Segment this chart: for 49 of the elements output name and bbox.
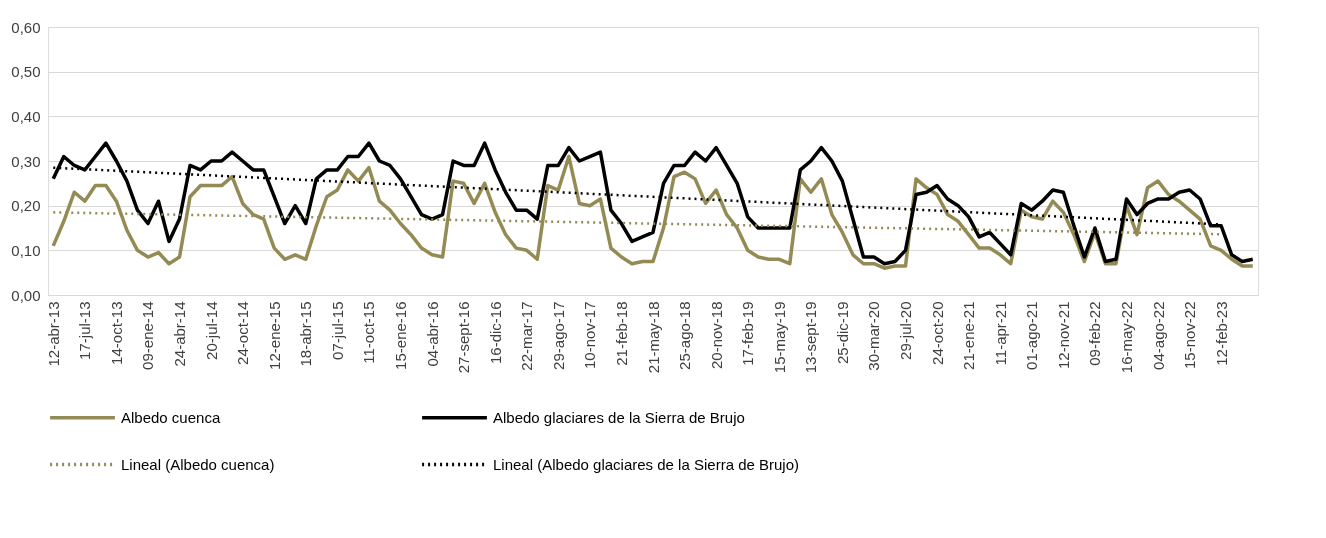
x-tick-label: 09-feb-22 [1086,301,1104,366]
x-tick-label: 15-ene-16 [391,301,409,370]
x-tick-label: 09-ene-14 [139,301,157,370]
x-tick-label: 12-abr-13 [44,301,62,367]
x-tick-label: 27-sept-16 [455,301,473,374]
x-tick-label: 22-mar-17 [518,301,536,371]
x-tick-label: 25-dic-19 [833,301,851,365]
y-tick-label: 0,00 [11,286,41,304]
x-tick-label: 29-jul-20 [897,301,915,360]
x-tick-label: 01-ago-21 [1023,301,1041,370]
x-tick-label: 14-oct-13 [107,301,125,365]
x-tick-label: 17-feb-19 [739,301,757,366]
legend-label: Lineal (Albedo cuenca) [121,455,275,473]
x-tick-label: 18-abr-15 [297,301,315,367]
y-tick-label: 0,40 [11,107,41,125]
y-tick-label: 0,60 [11,18,41,36]
y-tick-label: 0,20 [11,197,41,215]
x-tick-label: 04-ago-22 [1149,301,1167,370]
y-tick-label: 0,50 [11,63,41,81]
x-tick-label: 16-may-22 [1117,301,1135,374]
x-tick-label: 24-oct-14 [234,301,252,365]
x-tick-label: 29-ago-17 [549,301,567,370]
x-tick-label: 17-jul-13 [76,301,94,360]
x-tick-label: 12-ene-15 [265,301,283,370]
x-tick-label: 13-sept-19 [802,301,820,374]
x-tick-label: 07-jul-15 [328,301,346,360]
x-tick-label: 11-apr-21 [991,301,1009,366]
x-tick-label: 12-nov-21 [1054,301,1072,370]
x-tick-label: 25-ago-18 [676,301,694,370]
x-tick-label: 24-abr-14 [171,301,189,367]
x-tick-label: 15-nov-22 [1181,301,1199,370]
x-tick-label: 20-nov-18 [707,301,725,370]
x-tick-label: 12-feb-23 [1212,301,1230,366]
x-tick-label: 24-oct-20 [928,301,946,365]
x-tick-label: 30-mar-20 [865,301,883,371]
x-tick-label: 04-abr-16 [423,301,441,367]
legend-label: Lineal (Albedo glaciares de la Sierra de Brujo) [493,455,800,473]
y-tick-label: 0,30 [11,152,41,170]
legend-label: Albedo cuenca [121,408,221,426]
x-tick-label: 21-may-18 [644,301,662,374]
x-tick-label: 21-ene-21 [960,301,978,370]
x-tick-label: 20-jul-14 [202,301,220,360]
x-tick-label: 11-oct-15 [360,301,378,364]
x-tick-label: 16-dic-16 [486,301,504,365]
y-tick-label: 0,10 [11,241,41,259]
x-tick-label: 10-nov-17 [581,301,599,370]
legend-label: Albedo glaciares de la Sierra de Brujo [493,408,745,426]
x-tick-label: 15-may-19 [770,301,788,374]
x-tick-label: 21-feb-18 [612,301,630,366]
